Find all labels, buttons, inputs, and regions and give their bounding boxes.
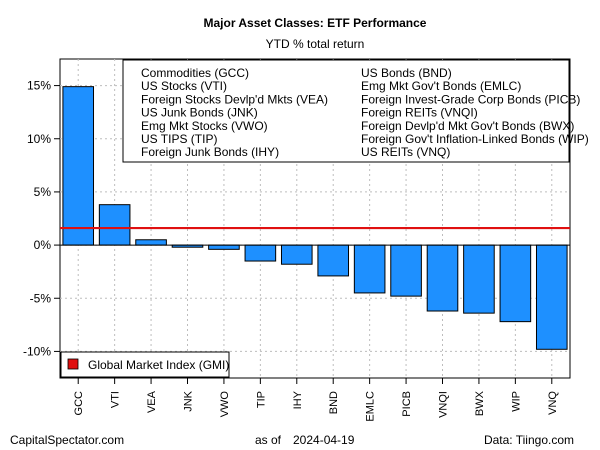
descriptions-legend: Commodities (GCC)US Stocks (VTI)Foreign … (122, 59, 589, 163)
bar-vnq (535, 244, 568, 350)
descriptions-legend-left-column: Commodities (GCC)US Stocks (VTI)Foreign … (141, 66, 328, 159)
x-tick-label: VNQ (547, 391, 559, 415)
bar-bnd (317, 244, 350, 277)
bar-vea (135, 239, 167, 246)
gmi-legend-swatch (67, 358, 79, 370)
x-tick-label: VWO (219, 391, 231, 418)
bar-bwx (463, 244, 495, 314)
y-tick-label: 15% (27, 79, 51, 93)
x-tick-label: BND (328, 391, 340, 414)
x-tick-label: IHY (292, 390, 304, 409)
legend-entry: Foreign Junk Bonds (IHY) (141, 145, 279, 159)
legend-entry: Emg Mkt Stocks (VWO) (141, 119, 268, 133)
footer-date-prefix: as of (255, 433, 282, 447)
gmi-legend: Global Market Index (GMI) (60, 351, 230, 378)
y-tick-label: 0% (34, 238, 52, 252)
x-tick-label: VEA (146, 390, 158, 413)
footer: CapitalSpectator.com as of 2024-04-19 Da… (10, 433, 574, 447)
bar-vti (98, 204, 131, 246)
bar-tip (244, 244, 277, 262)
bar-emlc (353, 244, 386, 294)
x-tick-label: PICB (401, 391, 413, 417)
legend-entry: Foreign REITs (VNQI) (361, 106, 478, 120)
legend-entry: US Junk Bonds (JNK) (141, 106, 258, 120)
legend-entry: Foreign Gov't Inflation-Linked Bonds (WI… (361, 132, 589, 146)
legend-entry: US Bonds (BND) (361, 66, 452, 80)
y-tick-label: 10% (27, 132, 51, 146)
chart-title: Major Asset Classes: ETF Performance (204, 16, 427, 30)
y-tick-label: -5% (30, 291, 52, 305)
legend-entry: Commodities (GCC) (141, 66, 249, 80)
chart-subtitle: YTD % total return (266, 37, 365, 51)
legend-entry: Foreign Devlp'd Mkt Gov't Bonds (BWX) (361, 119, 574, 133)
gmi-legend-box (60, 351, 230, 378)
bar-gcc (62, 86, 95, 246)
x-tick-label: EMLC (365, 391, 377, 422)
x-tick-label: WIP (510, 391, 522, 412)
legend-entry: Emg Mkt Gov't Bonds (EMLC) (361, 79, 521, 93)
footer-date: 2024-04-19 (293, 433, 355, 447)
x-tick-label: GCC (73, 391, 85, 416)
x-tick-label: TIP (255, 391, 267, 408)
legend-entry: US TIPS (TIP) (141, 132, 217, 146)
legend-entry: Foreign Invest-Grade Corp Bonds (PICB) (361, 92, 580, 106)
bar-ihy (280, 244, 313, 265)
x-tick-label: BWX (474, 390, 486, 416)
x-tick-label: JNK (183, 390, 195, 411)
x-tick-label: VNQI (438, 391, 450, 418)
legend-entry: US Stocks (VTI) (141, 79, 227, 93)
bar-picb (390, 244, 422, 297)
footer-source-left: CapitalSpectator.com (10, 433, 124, 447)
bar-vwo (208, 244, 240, 250)
footer-source-right: Data: Tiingo.com (484, 433, 574, 447)
x-tick-label: VTI (110, 391, 122, 408)
y-tick-label: 5% (34, 185, 52, 199)
y-axis: -10% -5% 0% 5% 10% 15% (23, 79, 60, 358)
plot-area (59, 58, 571, 379)
descriptions-legend-box (122, 59, 570, 163)
bar-vnqi (426, 244, 459, 312)
y-tick-label: -10% (23, 344, 51, 358)
descriptions-legend-right-column: US Bonds (BND)Emg Mkt Gov't Bonds (EMLC)… (361, 66, 589, 159)
bar-wip (499, 244, 532, 323)
legend-entry: Foreign Stocks Devlp'd Mkts (VEA) (141, 92, 328, 106)
gmi-legend-label: Global Market Index (GMI) (88, 358, 229, 372)
bars-group (60, 86, 570, 350)
legend-entry: US REITs (VNQ) (361, 145, 450, 159)
x-axis: GCC VTI VEA JNK VWO TIP IHY BND EMLC PICB VNQI BWX W… (73, 378, 559, 422)
